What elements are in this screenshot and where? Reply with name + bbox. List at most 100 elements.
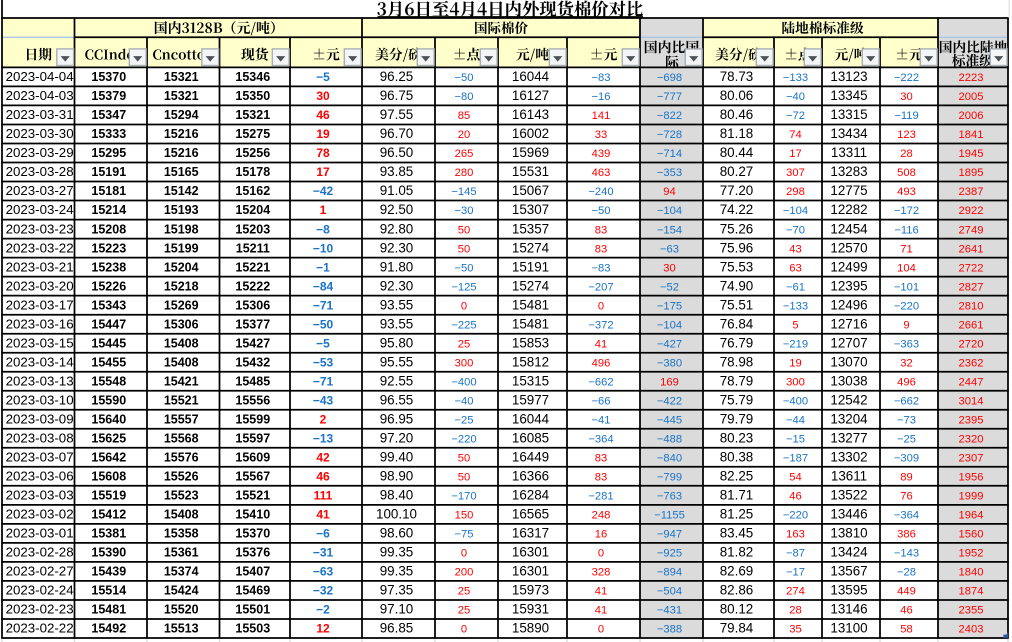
svg-text:−353: −353 <box>657 167 682 179</box>
svg-text:−2: −2 <box>316 603 330 617</box>
svg-text:15408: 15408 <box>164 508 199 522</box>
svg-text:0: 0 <box>598 624 604 636</box>
svg-text:54: 54 <box>789 472 801 484</box>
svg-text:28: 28 <box>789 605 801 617</box>
svg-text:30: 30 <box>316 89 330 103</box>
svg-text:15597: 15597 <box>235 432 270 446</box>
svg-text:1945: 1945 <box>959 148 984 160</box>
svg-text:15204: 15204 <box>164 260 199 274</box>
svg-text:−170: −170 <box>451 491 476 503</box>
svg-text:13311: 13311 <box>831 145 867 160</box>
svg-text:−30: −30 <box>455 205 474 217</box>
svg-text:15408: 15408 <box>164 336 199 350</box>
svg-text:−372: −372 <box>588 319 613 331</box>
svg-text:15214: 15214 <box>91 203 126 217</box>
svg-text:92.55: 92.55 <box>380 373 414 388</box>
svg-text:100.10: 100.10 <box>376 507 417 522</box>
svg-text:0: 0 <box>598 300 604 312</box>
svg-text:169: 169 <box>660 376 679 388</box>
svg-text:2023-03-14: 2023-03-14 <box>6 354 74 369</box>
svg-text:15370: 15370 <box>91 70 126 84</box>
svg-text:20: 20 <box>458 129 470 141</box>
svg-text:15321: 15321 <box>164 89 199 103</box>
svg-text:15321: 15321 <box>235 108 270 122</box>
svg-text:−83: −83 <box>592 72 611 84</box>
svg-text:71: 71 <box>900 243 912 255</box>
svg-text:15521: 15521 <box>235 489 270 503</box>
svg-text:2023-02-27: 2023-02-27 <box>6 564 74 579</box>
svg-text:2223: 2223 <box>959 72 984 84</box>
svg-text:15576: 15576 <box>164 451 199 465</box>
svg-text:2023-03-16: 2023-03-16 <box>6 316 74 331</box>
svg-text:15973: 15973 <box>512 583 549 598</box>
svg-text:94: 94 <box>663 186 675 198</box>
svg-text:−400: −400 <box>783 395 808 407</box>
svg-text:−225: −225 <box>451 319 476 331</box>
svg-text:99.35: 99.35 <box>380 545 414 560</box>
svg-text:15204: 15204 <box>235 203 270 217</box>
svg-text:2023-04-04: 2023-04-04 <box>6 69 74 84</box>
svg-text:78.73: 78.73 <box>720 69 754 84</box>
svg-text:15208: 15208 <box>91 222 126 236</box>
svg-text:−32: −32 <box>313 584 334 598</box>
svg-text:2023-03-03: 2023-03-03 <box>6 488 74 503</box>
svg-text:95.80: 95.80 <box>380 335 414 350</box>
svg-text:16044: 16044 <box>512 69 550 84</box>
svg-text:15216: 15216 <box>164 146 199 160</box>
svg-text:−71: −71 <box>313 374 334 388</box>
svg-text:15223: 15223 <box>91 241 126 255</box>
svg-text:15269: 15269 <box>164 298 199 312</box>
svg-text:80.38: 80.38 <box>720 450 754 465</box>
svg-text:15307: 15307 <box>512 202 549 217</box>
svg-text:13302: 13302 <box>830 450 867 465</box>
svg-text:−220: −220 <box>783 510 808 522</box>
svg-text:−15: −15 <box>786 434 805 446</box>
svg-text:12542: 12542 <box>830 392 867 407</box>
svg-text:15142: 15142 <box>164 184 199 198</box>
svg-text:15274: 15274 <box>512 278 550 293</box>
svg-text:30: 30 <box>663 262 675 274</box>
svg-text:15503: 15503 <box>235 622 270 636</box>
svg-text:2023-03-08: 2023-03-08 <box>6 431 74 446</box>
svg-text:13038: 13038 <box>830 373 867 388</box>
svg-text:1895: 1895 <box>959 167 984 179</box>
svg-text:12: 12 <box>316 622 330 636</box>
svg-text:15519: 15519 <box>91 489 126 503</box>
svg-text:17: 17 <box>789 148 801 160</box>
svg-text:15198: 15198 <box>164 222 199 236</box>
svg-text:75.26: 75.26 <box>720 221 754 236</box>
svg-text:−44: −44 <box>786 415 805 427</box>
svg-text:13277: 13277 <box>830 431 867 446</box>
svg-text:98.40: 98.40 <box>380 488 414 503</box>
svg-text:2641: 2641 <box>959 243 984 255</box>
svg-text:82.69: 82.69 <box>720 564 754 579</box>
svg-text:15306: 15306 <box>235 298 270 312</box>
svg-text:463: 463 <box>592 167 611 179</box>
svg-text:15445: 15445 <box>91 336 126 350</box>
svg-text:2023-02-24: 2023-02-24 <box>6 583 74 598</box>
svg-text:−445: −445 <box>657 415 682 427</box>
svg-text:13522: 13522 <box>830 488 867 503</box>
svg-text:15191: 15191 <box>512 259 549 274</box>
svg-text:15274: 15274 <box>512 240 550 255</box>
svg-text:−728: −728 <box>657 129 682 141</box>
svg-text:15358: 15358 <box>164 527 199 541</box>
svg-text:16449: 16449 <box>512 450 549 465</box>
svg-text:33: 33 <box>595 129 607 141</box>
svg-text:−63: −63 <box>660 243 679 255</box>
svg-text:15427: 15427 <box>235 336 270 350</box>
svg-text:104: 104 <box>897 262 916 274</box>
svg-text:96.85: 96.85 <box>380 621 414 636</box>
svg-text:15421: 15421 <box>164 374 199 388</box>
svg-text:92.30: 92.30 <box>380 240 414 255</box>
svg-text:46: 46 <box>900 605 912 617</box>
svg-text:0: 0 <box>461 548 467 560</box>
svg-text:15931: 15931 <box>512 602 549 617</box>
svg-text:25: 25 <box>458 605 470 617</box>
svg-text:15523: 15523 <box>164 489 199 503</box>
svg-text:−42: −42 <box>313 184 334 198</box>
svg-text:2023-03-24: 2023-03-24 <box>6 202 74 217</box>
svg-text:12570: 12570 <box>830 240 867 255</box>
svg-text:−488: −488 <box>657 434 682 446</box>
svg-text:15599: 15599 <box>235 413 270 427</box>
